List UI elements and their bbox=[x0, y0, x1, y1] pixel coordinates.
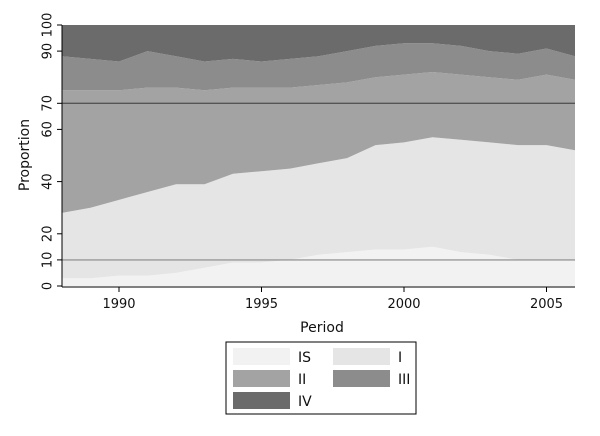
legend-label-is: IS bbox=[298, 350, 311, 366]
area-series-iv bbox=[62, 25, 575, 62]
legend-swatch-iii bbox=[333, 370, 390, 387]
y-tick-label-40: 40 bbox=[41, 173, 56, 190]
x-tick-label-2000: 2000 bbox=[387, 297, 420, 312]
y-tick-label-70: 70 bbox=[41, 95, 56, 112]
reference-lines bbox=[62, 102, 575, 261]
area-series-ii bbox=[62, 72, 575, 213]
axes: 0 10 20 40 60 70 90 100 1990 1995 2000 2005 bbox=[41, 13, 575, 312]
y-tick-label-100: 100 bbox=[41, 13, 56, 38]
y-tick-label-60: 60 bbox=[41, 121, 56, 138]
stacked-area-layer bbox=[62, 25, 575, 286]
y-axis-title: Proportion bbox=[17, 119, 33, 191]
y-tick-label-20: 20 bbox=[41, 226, 56, 243]
area-series-i bbox=[62, 137, 575, 279]
legend-swatch-iv bbox=[233, 392, 290, 409]
legend-swatch-ii bbox=[233, 370, 290, 387]
x-axis-title: Period bbox=[300, 320, 344, 336]
legend-label-iii: III bbox=[398, 372, 410, 388]
legend-label-i: I bbox=[398, 350, 402, 366]
legend-label-ii: II bbox=[298, 372, 306, 388]
legend-label-iv: IV bbox=[298, 394, 312, 410]
legend-swatch-i bbox=[333, 348, 390, 365]
area-series-is bbox=[62, 246, 575, 286]
legend-swatch-is bbox=[233, 348, 290, 365]
y-tick-label-0: 0 bbox=[41, 282, 56, 290]
area-series-iii bbox=[62, 43, 575, 91]
y-tick-label-90: 90 bbox=[41, 43, 56, 60]
y-tick-label-10: 10 bbox=[41, 252, 56, 269]
x-tick-label-2005: 2005 bbox=[530, 297, 563, 312]
x-tick-label-1990: 1990 bbox=[102, 297, 135, 312]
x-tick-label-1995: 1995 bbox=[245, 297, 278, 312]
